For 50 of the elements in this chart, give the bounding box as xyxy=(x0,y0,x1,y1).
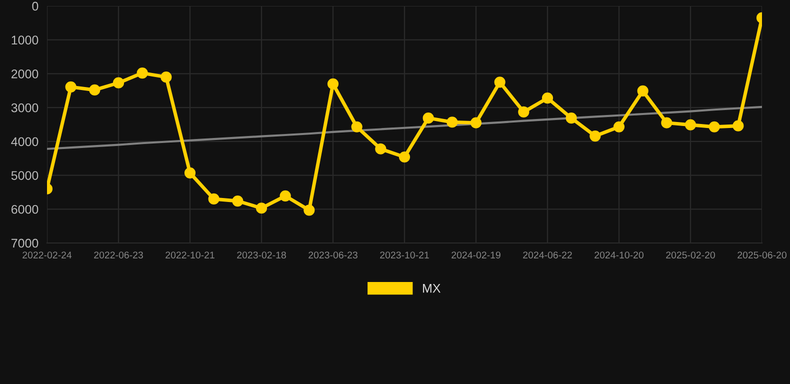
point xyxy=(494,76,506,88)
point xyxy=(566,112,577,124)
point xyxy=(256,202,268,214)
point xyxy=(351,121,362,132)
point xyxy=(470,117,482,128)
y-tick-label: 6000 xyxy=(11,204,38,214)
point xyxy=(160,72,172,83)
x-tick-label: 2023-06-23 xyxy=(308,252,358,258)
point xyxy=(637,85,648,97)
point xyxy=(112,77,124,88)
y-tick-label: 4000 xyxy=(11,137,38,146)
point xyxy=(518,106,530,118)
x-tick-label: 2024-06-22 xyxy=(523,252,572,258)
point xyxy=(232,195,244,207)
point xyxy=(89,84,100,96)
x-tick-label: 2022-10-21 xyxy=(166,252,214,258)
point xyxy=(398,151,410,163)
y-tick-label: 1000 xyxy=(12,36,38,45)
point xyxy=(732,120,744,132)
y-tick-label: 7000 xyxy=(12,238,38,248)
x-tick-label: 2024-02-19 xyxy=(452,252,500,258)
line-series xyxy=(47,106,762,150)
point xyxy=(375,143,386,154)
point xyxy=(280,190,291,202)
x-tick-label: 2025-06-20 xyxy=(738,252,786,258)
point xyxy=(590,130,601,142)
legend-label: MX xyxy=(423,284,440,293)
x-tick-label: 2023-02-18 xyxy=(237,252,286,258)
point xyxy=(208,193,220,205)
x-tick-label: 2022-02-24 xyxy=(22,252,72,258)
x-tick-label: 2023-10-21 xyxy=(380,252,429,258)
point xyxy=(422,112,434,124)
x-tick-label: 2024-10-20 xyxy=(594,252,644,258)
y-tick-label: 3000 xyxy=(11,103,38,112)
x-tick-label: 2025-02-20 xyxy=(666,252,715,258)
point xyxy=(661,117,672,128)
point xyxy=(684,119,696,130)
point xyxy=(446,116,458,128)
y-tick-label: 5000 xyxy=(11,171,38,180)
point xyxy=(542,92,554,104)
y-tick-label: 2000 xyxy=(11,70,38,78)
point xyxy=(613,121,625,132)
y-tick-label: 0 xyxy=(32,2,38,11)
point xyxy=(136,67,148,79)
point xyxy=(65,81,76,92)
point xyxy=(327,78,339,90)
point xyxy=(184,167,196,178)
point xyxy=(304,204,315,216)
x-tick-label: 2022-06-23 xyxy=(94,252,143,258)
point xyxy=(708,121,720,132)
